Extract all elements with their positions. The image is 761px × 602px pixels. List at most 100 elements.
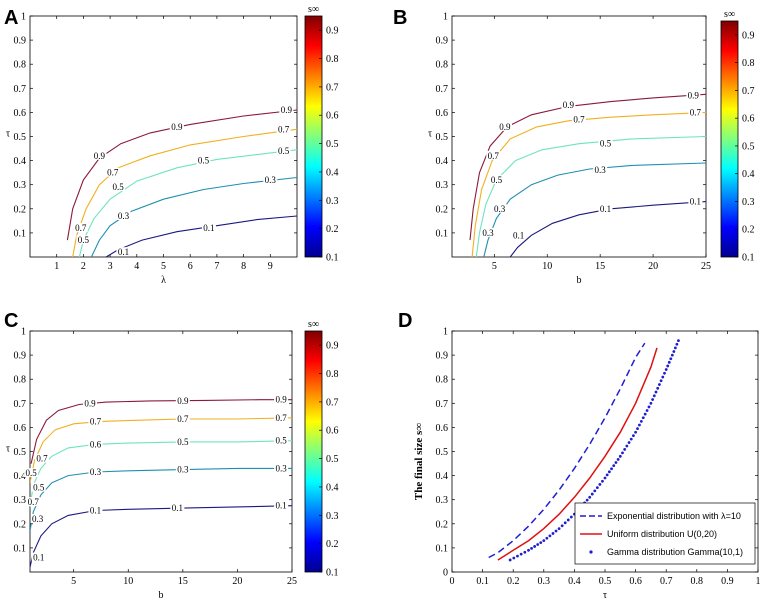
y-tick-label: 0.9 — [436, 36, 449, 47]
contour-label-bg — [26, 497, 41, 507]
contour-label: 0.9 — [688, 91, 700, 101]
x-tick-label: 5 — [71, 576, 76, 587]
colorbar-gradient — [304, 15, 323, 258]
contour-label: 0.9 — [499, 122, 511, 132]
contour-line-0-3 — [90, 176, 297, 257]
x-tick-label: 2 — [81, 261, 86, 272]
data-point — [652, 394, 656, 398]
contour-label: 0.3 — [494, 204, 506, 214]
contour-label-bg — [88, 505, 103, 515]
colorbar-tick-label: 0.2 — [326, 224, 339, 235]
y-tick-label: 0.2 — [436, 519, 449, 530]
contour-label-bg — [274, 435, 289, 445]
data-point — [667, 360, 671, 364]
contour-label-bg — [105, 167, 120, 177]
y-tick-label: 0.8 — [436, 375, 449, 386]
y-tick-label: 1 — [21, 327, 26, 338]
data-point — [618, 454, 622, 458]
contour-label-bg — [83, 398, 98, 408]
data-point — [614, 461, 618, 464]
contour-label: 0.3 — [32, 514, 44, 524]
contour-label: 0.3 — [595, 165, 607, 175]
legend-box — [574, 502, 756, 565]
y-tick-label: 0.2 — [14, 204, 27, 215]
colorbar: 0.1 0.2 0.3 0.4 0.5 0.6 0.7 0.8 0.9 s∞ — [304, 4, 339, 264]
colorbar-tick-label: 0.5 — [326, 139, 339, 150]
contour-label-bg — [116, 247, 131, 257]
y-tick-label: 0.4 — [436, 156, 449, 167]
y-tick-label: 0.8 — [14, 375, 27, 386]
colorbar-tick-label: 0.8 — [742, 58, 755, 69]
contour-label-bg — [688, 107, 703, 117]
data-point — [670, 353, 674, 357]
x-tick-label: 15 — [178, 576, 188, 587]
contour-label: 0.3 — [177, 465, 189, 475]
x-axis-label: b — [577, 275, 582, 286]
y-axis-label: The final size s∞ — [413, 423, 425, 500]
y-tick-label: 1 — [21, 12, 26, 23]
contour-lines — [469, 93, 706, 257]
contour-label-bg — [170, 503, 185, 513]
contour-line-0-5 — [475, 135, 706, 257]
contour-label: 0.1 — [600, 204, 611, 214]
data-point — [634, 430, 637, 434]
contour-line-0-1 — [509, 201, 706, 257]
series-2 — [497, 347, 658, 561]
colorbar-tick-label: 0.7 — [326, 397, 339, 408]
x-axis-label: λ — [161, 275, 166, 286]
contour-label-bg — [492, 203, 507, 213]
y-tick-label: 0.7 — [436, 84, 449, 95]
contour-label-bg — [276, 145, 291, 155]
legend-label: Uniform distribution U(0,20) — [607, 529, 717, 539]
y-tick-label: 0.8 — [436, 60, 449, 71]
colorbar-tick-label: 0.6 — [326, 426, 339, 437]
contour-label: 0.7 — [275, 413, 287, 423]
data-point — [645, 409, 649, 412]
data-point — [649, 401, 653, 405]
contour-label: 0.7 — [36, 454, 48, 464]
data-point — [643, 412, 647, 416]
x-tick-label: 7 — [214, 261, 219, 272]
data-point — [616, 458, 620, 461]
contour-label-bg — [175, 413, 190, 423]
colorbar-tick-label: 0.9 — [326, 26, 339, 37]
data-point — [585, 498, 589, 502]
y-tick-label: 0.4 — [436, 471, 449, 482]
x-tick-label: 0.9 — [721, 576, 734, 587]
contour-label-bg — [486, 150, 501, 160]
x-tick-label: 0.4 — [568, 576, 581, 587]
x-tick-label: 15 — [595, 261, 605, 272]
contour-label-bg — [30, 513, 45, 523]
contour-label: 0.9 — [275, 395, 287, 405]
contour-label: 0.1 — [690, 197, 701, 207]
x-axis-label: b — [159, 590, 164, 601]
data-point — [523, 550, 527, 554]
contour-label: 0.7 — [75, 223, 87, 233]
contour-label: 0.5 — [600, 139, 612, 149]
data-point — [542, 539, 546, 543]
y-tick-label: 0.3 — [436, 495, 449, 506]
data-point — [554, 529, 558, 533]
contour-label-bg — [263, 174, 278, 184]
colorbar-tick-label: 0.2 — [742, 225, 755, 236]
data-point — [612, 464, 616, 468]
contour-label-bg — [688, 196, 703, 206]
data-point — [672, 350, 676, 353]
data-point — [647, 405, 651, 409]
contour-label: 0.5 — [198, 156, 210, 166]
data-point — [533, 545, 537, 548]
series-1 — [488, 342, 646, 559]
colorbar-tick-label: 0.1 — [326, 253, 339, 264]
colorbar-tick-label: 0.8 — [326, 369, 339, 380]
legend-item: Uniform distribution U(0,20) — [580, 529, 717, 539]
colorbar-title: s∞ — [308, 319, 319, 330]
data-point — [675, 342, 679, 346]
colorbar-tick-label: 0.4 — [742, 169, 755, 180]
contour-label: 0.9 — [177, 396, 189, 406]
data-point — [593, 489, 597, 493]
contour-label-bg — [274, 412, 289, 422]
contour-label-bg — [175, 395, 190, 405]
contour-label-bg — [276, 124, 291, 134]
data-point — [551, 532, 555, 535]
contour-line-0-7 — [30, 417, 292, 483]
